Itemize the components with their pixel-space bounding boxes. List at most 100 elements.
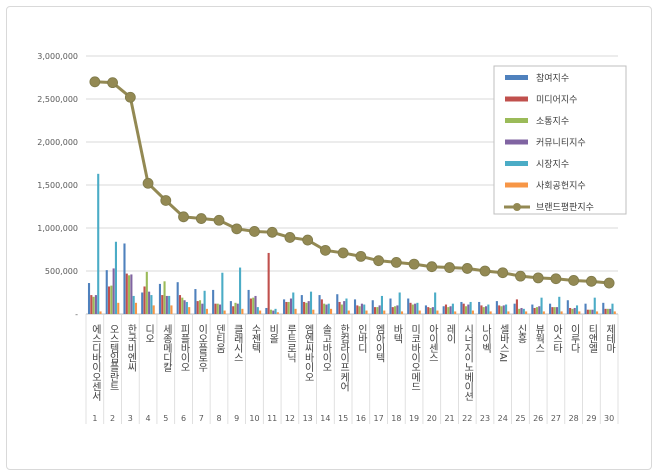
bar (176, 282, 179, 314)
bar (553, 307, 556, 314)
bar (105, 270, 108, 314)
x-axis: 에스디바이오센서 1 오스템임플란트 2 한국비엔씨 3 디오 4 세종메디칼 5 피플바이오 6 이오… (85, 314, 619, 424)
bar (578, 311, 581, 314)
category-number: 13 (303, 414, 313, 423)
bar (170, 305, 173, 314)
category-number: 10 (249, 414, 259, 423)
bar (480, 305, 483, 314)
bar (234, 302, 237, 314)
bar (114, 241, 117, 314)
legend-label: 커뮤니티지수 (536, 138, 586, 149)
bar (396, 305, 399, 314)
bar (460, 301, 463, 314)
category-label: 클래시스 (231, 324, 243, 363)
bar (338, 301, 341, 314)
bar (360, 303, 363, 314)
category-label: 피플바이오 (178, 324, 190, 372)
bar (112, 268, 115, 314)
bar (143, 286, 146, 314)
line-point (231, 223, 243, 235)
bar (132, 295, 135, 314)
bar (356, 305, 359, 314)
bar (596, 311, 599, 314)
bar (130, 274, 133, 314)
category-number: 1 (92, 414, 97, 423)
bar (569, 307, 572, 314)
bar (185, 301, 188, 314)
category-number: 11 (267, 414, 277, 423)
bar (229, 301, 232, 314)
bar (427, 307, 430, 314)
bar (540, 297, 543, 314)
bar (249, 298, 252, 314)
line-point (355, 250, 367, 262)
bar (205, 308, 208, 314)
bar (97, 173, 100, 314)
bar (609, 308, 612, 314)
bar (505, 304, 508, 314)
bar (345, 298, 348, 314)
category-number: 4 (146, 414, 151, 423)
bar (555, 307, 559, 314)
line-point (479, 265, 491, 277)
bar (198, 300, 202, 314)
line-point (107, 77, 118, 89)
category-number: 15 (338, 414, 348, 423)
bar (525, 311, 528, 314)
bar (380, 295, 383, 314)
category-label: 미코바이오메드 (409, 324, 421, 391)
bar (518, 308, 521, 314)
bar (292, 292, 295, 314)
bar (363, 304, 366, 314)
bar (318, 295, 321, 314)
category-number: 30 (604, 414, 614, 423)
bar (391, 307, 394, 314)
bar (451, 303, 454, 314)
line-point (515, 270, 526, 282)
line-series (89, 76, 615, 289)
bar (343, 301, 346, 314)
line-point (89, 76, 101, 88)
line-point (195, 213, 207, 224)
bar (383, 310, 386, 314)
category-label: 루트로닉 (284, 324, 296, 364)
line-point (550, 273, 562, 285)
category-label: 오스템임플란트 (107, 324, 119, 391)
y-tick-label: 2,000,000 (37, 138, 78, 147)
bar (487, 304, 490, 314)
category-label: 레이 (444, 324, 456, 345)
category-number: 28 (569, 414, 579, 423)
bar (214, 303, 217, 314)
bar (212, 289, 215, 314)
category-label: 에스디바이오센서 (89, 324, 101, 402)
series-2 (90, 252, 607, 314)
bar (584, 303, 587, 314)
category-label: 이루다 (568, 324, 580, 354)
bar (411, 304, 414, 314)
bar (471, 310, 474, 314)
bar (203, 290, 206, 314)
line-point (603, 277, 615, 289)
bar (416, 302, 419, 314)
category-number: 6 (181, 414, 186, 423)
bar (414, 303, 417, 314)
category-label: 디오 (143, 324, 155, 343)
category-number: 3 (128, 414, 133, 423)
bar (593, 297, 596, 314)
bar (358, 306, 361, 314)
bar (87, 283, 91, 314)
bar (560, 311, 563, 314)
legend-label: 사회공헌지수 (536, 181, 586, 192)
bar (158, 283, 161, 314)
category-label: 수젠텍 (249, 324, 261, 354)
bar (223, 310, 226, 314)
bar (152, 305, 155, 314)
bar (287, 301, 290, 314)
bar (418, 310, 421, 314)
bar (389, 298, 392, 314)
bar (165, 295, 168, 314)
line-point (124, 91, 136, 103)
category-label: 한국비엔씨 (125, 324, 137, 372)
bar (489, 311, 492, 314)
category-label: 인바디 (355, 324, 367, 354)
